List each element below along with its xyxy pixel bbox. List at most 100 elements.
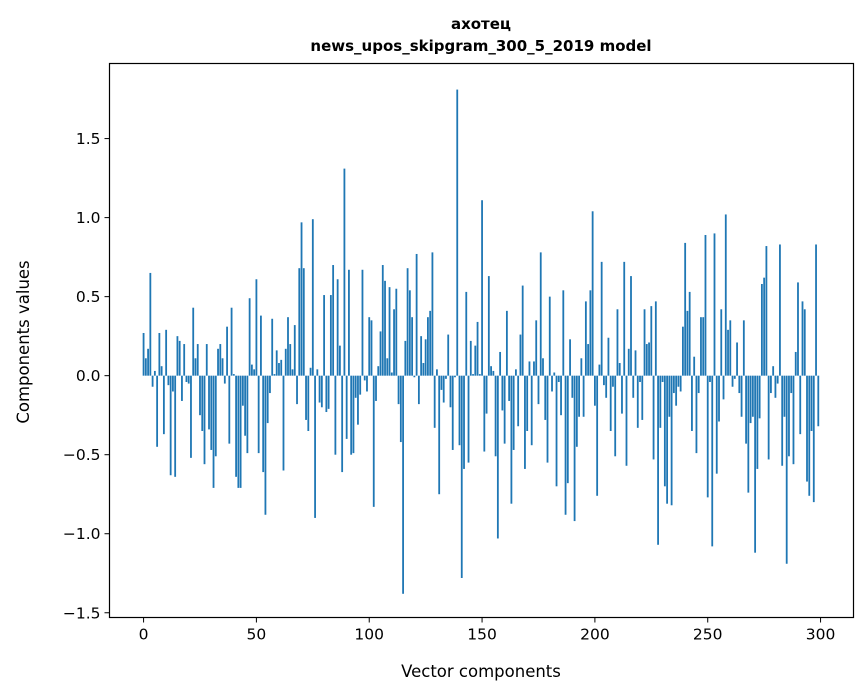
bar-168: [521, 285, 524, 376]
bar-123: [420, 336, 423, 376]
bar-31: [212, 375, 215, 488]
bar-24: [196, 344, 199, 376]
bar-246: [697, 375, 700, 394]
bar-133: [442, 375, 445, 403]
bar-52: [260, 315, 262, 376]
bar-118: [408, 290, 411, 376]
bar-125: [424, 339, 427, 376]
bar-60: [278, 363, 280, 376]
bar-97: [361, 269, 364, 376]
bar-39: [230, 307, 233, 376]
bar-111: [393, 309, 395, 376]
y-tick-label: 1.5: [76, 130, 101, 148]
bar-277: [767, 375, 770, 460]
bar-206: [607, 337, 610, 376]
chart-title-line-2: news_upos_skipgram_300_5_2019 model: [310, 37, 651, 55]
bar-224: [648, 342, 650, 376]
bar-120: [413, 375, 416, 378]
bar-284: [783, 375, 786, 417]
bar-82: [327, 375, 330, 409]
bar-23: [194, 358, 197, 376]
x-axis-ticks: 0 50 100 150 200 250 300: [139, 617, 835, 644]
bar-44: [241, 375, 244, 406]
bar-21: [190, 375, 192, 458]
bar-211: [618, 363, 621, 376]
bar-68: [296, 375, 298, 405]
bar-233: [668, 375, 671, 417]
bar-100: [368, 317, 371, 376]
bar-0: [142, 332, 145, 376]
bar-201: [596, 375, 599, 496]
bar-297: [812, 375, 815, 503]
bar-140: [458, 375, 461, 446]
bar-191: [573, 375, 576, 522]
y-tick-label: −0.5: [63, 446, 101, 464]
bar-239: [681, 326, 684, 376]
bar-160: [503, 375, 506, 444]
bar-64: [287, 317, 289, 376]
bar-269: [749, 375, 752, 424]
bar-172: [530, 375, 533, 446]
y-axis-ticks: −1.5 −1.0 −0.5 0.0 0.5 1.0 1.5: [63, 130, 110, 622]
bar-109: [388, 287, 391, 376]
bar-129: [433, 375, 436, 428]
bar-155: [492, 370, 495, 376]
bar-266: [742, 320, 745, 376]
bar-268: [747, 375, 750, 493]
bar-83: [329, 295, 332, 376]
bar-110: [390, 372, 393, 376]
bar-190: [571, 375, 574, 398]
bar-167: [519, 334, 522, 376]
bar-67: [293, 325, 296, 376]
bar-153: [487, 276, 490, 376]
bar-232: [666, 375, 669, 504]
bar-265: [740, 375, 743, 417]
bar-151: [483, 375, 486, 452]
bar-221: [641, 375, 644, 420]
x-tick-label: 0: [139, 626, 149, 644]
bar-89: [343, 168, 346, 376]
bar-171: [528, 361, 531, 376]
bar-32: [214, 375, 217, 457]
bar-271: [754, 375, 757, 553]
bar-169: [524, 375, 526, 469]
bar-81: [325, 375, 328, 413]
bar-185: [560, 375, 562, 416]
plot-frame: [108, 62, 855, 619]
bar-86: [336, 279, 339, 376]
bar-291: [799, 375, 802, 435]
bar-91: [348, 269, 350, 376]
bar-274: [760, 283, 763, 376]
x-axis-label: Vector components: [401, 662, 561, 681]
bar-299: [817, 375, 820, 427]
bar-187: [564, 375, 567, 515]
bar-72: [305, 375, 307, 420]
bar-203: [600, 261, 603, 376]
bar-298: [815, 244, 817, 376]
y-tick-label: 0.5: [76, 288, 101, 306]
bar-50: [255, 279, 258, 376]
bar-280: [774, 375, 777, 398]
bar-261: [731, 375, 734, 387]
bar-57: [271, 318, 274, 376]
bar-275: [763, 277, 766, 376]
bar-290: [797, 282, 799, 376]
bar-293: [803, 309, 806, 376]
bar-20: [187, 375, 190, 384]
bar-65: [289, 344, 292, 376]
bar-294: [806, 375, 808, 482]
bar-202: [598, 364, 601, 376]
bar-154: [490, 366, 492, 376]
bars-group: [142, 89, 820, 594]
bar-46: [246, 375, 249, 454]
bar-102: [372, 375, 375, 507]
bar-179: [546, 375, 549, 463]
bar-108: [386, 358, 389, 376]
bar-58: [273, 374, 276, 376]
bar-197: [587, 344, 590, 376]
bar-9: [162, 375, 165, 435]
bar-229: [659, 375, 662, 428]
bar-222: [643, 309, 646, 376]
bar-173: [533, 361, 535, 376]
